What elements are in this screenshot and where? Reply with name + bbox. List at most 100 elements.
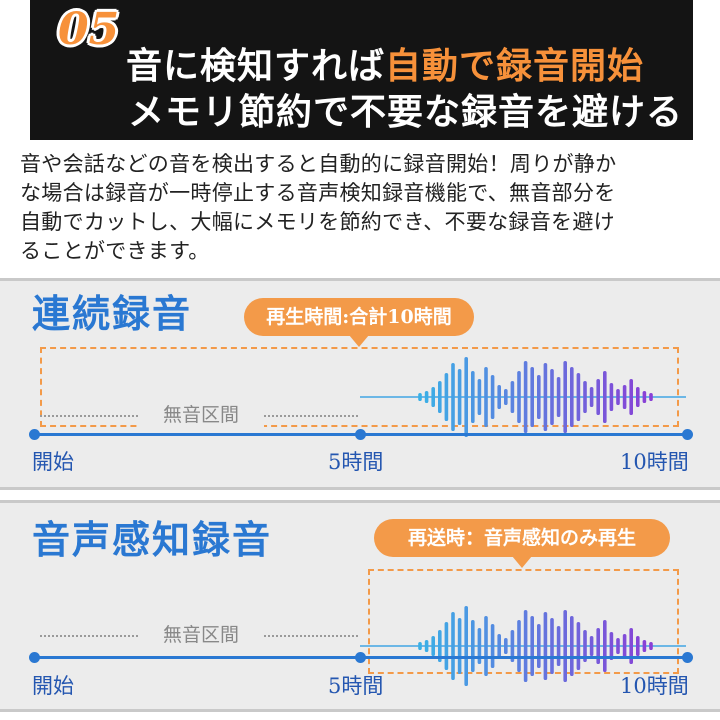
waveform-bar: [431, 636, 435, 656]
badge-label: 再生時間:合計10時間: [266, 306, 452, 328]
sound-waveform: [360, 357, 686, 437]
waveform-bar: [457, 618, 462, 674]
waveform-bar: [517, 620, 521, 672]
header-banner: 05 音に検知すれば自動で録音開始 メモリ節約で不要な録音を避ける: [30, 0, 693, 140]
waveform-bar: [556, 377, 561, 417]
timeline-label-start: 開始: [32, 674, 74, 698]
waveform-bar: [563, 361, 567, 433]
playback-mode-badge: 再送時：音声感知のみ再生: [374, 519, 670, 568]
timeline-label-end: 10時間: [620, 450, 689, 474]
waveform-bar: [497, 634, 501, 658]
waveform-bar: [471, 620, 475, 672]
description: 音や会話などの音を検出すると自動的に録音開始！周りが静か な場合は録音が一時停止…: [20, 150, 710, 266]
waveform-bar: [622, 385, 627, 409]
waveform-bar: [424, 640, 429, 652]
waveform-bar: [510, 630, 515, 662]
waveform-bar: [642, 391, 647, 403]
waveform-bar: [596, 379, 600, 415]
waveform-bar: [543, 363, 548, 431]
waveform-bar: [636, 636, 640, 656]
waveform-bar: [438, 630, 442, 662]
waveform-bar: [444, 622, 449, 670]
headline-accent: 自動で録音開始: [385, 46, 645, 87]
waveform-bar: [444, 373, 449, 421]
timeline-label-start: 開始: [32, 450, 74, 474]
panel-title: 音声感知録音: [32, 518, 273, 562]
waveform-bar: [603, 371, 607, 423]
waveform-bar: [616, 389, 620, 405]
timeline-dot-mid: [355, 429, 366, 440]
waveform-bar: [523, 361, 528, 433]
waveform-bar: [583, 630, 587, 662]
waveform-bar: [609, 383, 614, 411]
waveform-bar: [418, 642, 422, 650]
timeline-dot-end: [682, 652, 693, 663]
description-line: 音や会話などの音を検出すると自動的に録音開始！周りが静か: [20, 152, 617, 176]
waveform-bar: [642, 640, 647, 652]
timeline-label-end: 10時間: [620, 674, 689, 698]
description-line: な場合は録音が一時停止する音声検知録音機能で、無音部分を: [20, 181, 616, 205]
waveform-bar: [649, 393, 653, 401]
waveform-bar: [543, 612, 548, 680]
recorded-range-box: [368, 569, 679, 674]
headline-plain: 音に検知すれば: [126, 46, 386, 87]
waveform-bar: [537, 624, 541, 668]
panel-title: 連続録音: [32, 292, 193, 336]
timeline-dot-mid: [355, 652, 366, 663]
waveform-bar: [563, 610, 567, 682]
waveform-bar: [570, 367, 574, 427]
waveform-bar: [504, 638, 508, 654]
headline-line-1: 音に検知すれば自動で録音開始: [126, 44, 644, 90]
timeline-dot-end: [682, 429, 693, 440]
waveform-bar: [576, 373, 581, 421]
waveform-bar: [649, 642, 653, 650]
waveform-bar: [451, 363, 455, 431]
waveform-bar: [530, 616, 534, 676]
waveform-bar: [477, 379, 482, 415]
waveform-bar: [609, 632, 614, 660]
silent-segment-label: 無音区間: [138, 623, 264, 647]
waveform-bar: [431, 387, 435, 407]
waveform-bar: [490, 375, 495, 419]
waveform-bar: [537, 375, 541, 419]
silent-segment-label: 無音区間: [138, 403, 264, 427]
waveform-bar: [464, 606, 468, 686]
waveform-bar: [464, 357, 468, 437]
waveform-bar: [418, 393, 422, 401]
waveform-bar: [603, 620, 607, 672]
timeline-dot-start: [29, 429, 40, 440]
waveform-bar: [510, 381, 515, 413]
waveform-bar: [589, 636, 594, 656]
waveform-bar: [530, 367, 534, 427]
waveform-bar: [471, 371, 475, 423]
waveform-bar: [484, 616, 488, 676]
waveform-bar: [616, 638, 620, 654]
waveform-bar: [484, 367, 488, 427]
waveform-bar: [550, 618, 554, 674]
badge-label: 再送時：音声感知のみ再生: [407, 527, 636, 549]
waveform-bar: [490, 624, 495, 668]
description-line: 自動でカットし、大幅にメモリを節約でき、不要な録音を避け: [20, 210, 615, 234]
waveform-bar: [457, 369, 462, 425]
waveform-bar: [636, 387, 640, 407]
description-line: ることができます。: [20, 239, 210, 263]
waveform-bar: [451, 612, 455, 680]
waveform-bar: [622, 634, 627, 658]
waveform-bar: [556, 626, 561, 666]
playback-time-badge: 再生時間:合計10時間: [244, 298, 474, 347]
timeline-label-mid: 5時間: [328, 450, 384, 474]
timeline-label-mid: 5時間: [328, 674, 384, 698]
waveform-bar: [523, 610, 528, 682]
waveform-bar: [576, 622, 581, 670]
waveform-bar: [438, 381, 442, 413]
waveform-bar: [589, 387, 594, 407]
headline-line-2: メモリ節約で不要な録音を避ける: [128, 92, 684, 133]
waveform-bar: [629, 628, 633, 664]
waveform-bar: [497, 385, 501, 409]
waveform-bar: [550, 369, 554, 425]
waveform-bar: [424, 391, 429, 403]
continuous-recording-panel: 連続録音 再生時間:合計10時間 無音区間 開始 5時間 10時間: [0, 278, 720, 490]
waveform-bar: [583, 381, 587, 413]
waveform-bar: [517, 371, 521, 423]
waveform-bar: [477, 628, 482, 664]
